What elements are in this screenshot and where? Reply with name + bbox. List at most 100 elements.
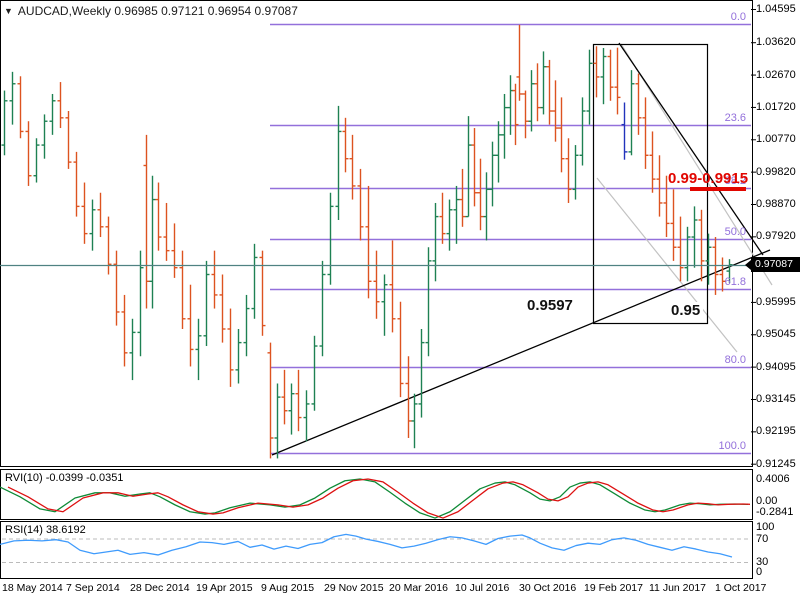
ohlc-bar — [219, 274, 226, 343]
annotation-support-0-95: 0.95 — [668, 302, 704, 319]
date-axis-label: 30 Oct 2016 — [519, 582, 577, 594]
fib-level-label: 23.6 — [724, 111, 746, 124]
ohlc-bar — [274, 383, 281, 459]
ohlc-bar — [621, 102, 628, 160]
ohlc-bar — [453, 185, 460, 244]
ohlc-bar — [9, 71, 16, 125]
ohlc-bar — [259, 250, 266, 336]
ohlc-bar — [397, 301, 404, 398]
ohlc-bar — [288, 383, 295, 435]
ohlc-bar — [614, 47, 621, 115]
ohlc-bar — [489, 141, 496, 207]
ohlc-bar — [546, 59, 553, 125]
ohlc-bar — [691, 206, 698, 268]
ohlc-bar — [600, 47, 607, 105]
ohlc-bar — [593, 46, 600, 98]
price-axis-label: 0.91245 — [756, 457, 796, 470]
ohlc-bar — [705, 233, 712, 285]
ohlc-bar — [342, 117, 349, 173]
ohlc-bar — [698, 209, 705, 282]
price-axis-label: 0.97920 — [756, 230, 796, 243]
date-axis-label: 10 Jul 2016 — [455, 582, 510, 594]
annotation-support-0-9597: 0.9597 — [525, 297, 575, 314]
ohlc-bar — [179, 250, 186, 329]
rvi-indicator-title: RVI(10) -0.0399 -0.0351 — [5, 472, 124, 484]
ohlc-bar — [311, 335, 318, 411]
ascending-trendline — [271, 249, 771, 456]
ohlc-bar — [628, 70, 635, 156]
rvi-main-line — [0, 478, 749, 519]
ohlc-bar — [552, 80, 559, 142]
ohlc-bar — [137, 250, 144, 357]
ohlc-bar — [365, 185, 372, 299]
ohlc-bar — [121, 294, 128, 367]
ohlc-bar — [57, 82, 64, 129]
ohlc-bar — [719, 257, 726, 292]
ohlc-bar — [1, 90, 8, 156]
rsi-axis-label: 100 — [756, 521, 775, 533]
ohlc-bar — [565, 138, 572, 203]
fib-level-label: 100.0 — [718, 439, 746, 452]
price-axis-label: 0.98870 — [756, 197, 796, 210]
ohlc-bar — [522, 90, 529, 139]
ohlc-bar — [33, 138, 40, 183]
ohlc-bar — [501, 93, 508, 159]
ohlc-bar — [607, 49, 614, 101]
ohlc-bar — [303, 390, 310, 442]
descending-trendline — [618, 42, 764, 256]
dropdown-triangle-icon[interactable]: ▼ — [4, 6, 13, 16]
ohlc-bar — [203, 260, 210, 347]
date-axis-label: 28 Dec 2014 — [130, 582, 190, 594]
ohlc-bar — [642, 97, 649, 169]
ohlc-bar — [319, 260, 326, 357]
price-axis-label: 0.99820 — [756, 165, 796, 178]
fib-level-label: 0.0 — [730, 10, 746, 23]
price-axis-label: 1.01720 — [756, 100, 796, 113]
ohlc-bar — [105, 216, 112, 275]
ohlc-bar — [373, 250, 380, 319]
ohlc-bar — [171, 223, 178, 278]
symbol-title: ▼ AUDCAD,Weekly 0.96985 0.97121 0.96954 0… — [4, 4, 298, 18]
ohlc-bar — [649, 131, 656, 193]
ohlc-bar — [540, 51, 547, 115]
ohlc-bar — [65, 111, 72, 169]
ohlc-bar — [327, 192, 334, 285]
ohlc-bar — [155, 182, 162, 251]
current-price-arrow-icon — [745, 260, 751, 270]
ohlc-bar — [211, 250, 218, 309]
ohlc-bar — [483, 172, 490, 241]
ohlc-bar — [129, 318, 136, 381]
date-axis-label: 19 Apr 2015 — [196, 582, 253, 594]
ohlc-bar — [97, 192, 104, 238]
ohlc-bar — [418, 328, 425, 418]
date-axis-label: 20 Mar 2016 — [389, 582, 448, 594]
main-panel-frame — [0, 0, 753, 467]
rvi-signal-line — [7, 478, 751, 519]
ohlc-bar — [726, 259, 733, 284]
ohlc-bar — [558, 97, 565, 173]
price-axis-label: 1.03620 — [756, 36, 796, 49]
ohlc-bar — [49, 93, 56, 135]
rsi-panel-frame — [0, 521, 753, 579]
fib-level-label: 50.0 — [724, 225, 746, 238]
date-axis-label: 18 May 2014 — [2, 582, 63, 594]
rsi-indicator-title: RSI(14) 38.6192 — [5, 524, 86, 536]
date-axis-label: 7 Sep 2014 — [66, 582, 120, 594]
rsi-axis-label: 0 — [756, 566, 763, 578]
ohlc-bar — [89, 199, 96, 251]
price-axis-label: 0.92195 — [756, 425, 796, 438]
ohlc-bar — [295, 369, 302, 432]
ohlc-bar — [439, 192, 446, 244]
ohlc-bar — [411, 393, 418, 449]
date-axis-label: 29 Nov 2015 — [324, 582, 384, 594]
ohlc-bar — [235, 328, 242, 384]
ohlc-bar — [389, 240, 396, 333]
ohlc-bar — [281, 369, 288, 425]
ohlc-bar — [465, 116, 472, 218]
symbol-title-text: AUDCAD,Weekly 0.96985 0.97121 0.96954 0.… — [17, 4, 298, 18]
date-axis-label: 1 Oct 2017 — [715, 582, 767, 594]
ohlc-bar — [73, 151, 80, 217]
rsi-axis-label: 70 — [756, 533, 769, 545]
